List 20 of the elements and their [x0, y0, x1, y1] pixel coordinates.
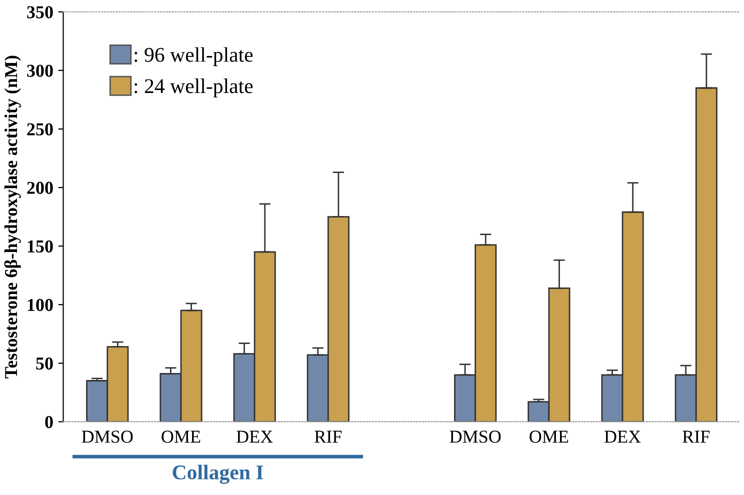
x-tick-label: DEX	[604, 430, 641, 443]
y-axis-title: Testosterone 6β-hydroxylase activity (nM)	[4, 56, 21, 378]
y-tick-label: 200	[27, 182, 53, 194]
legend-label: : 24 well-plate	[134, 78, 253, 98]
text: Collagen I	[172, 464, 264, 484]
y-tick-label: 300	[27, 64, 53, 77]
x-tick-label: OME	[162, 430, 200, 443]
x-tick-label: RIF	[682, 430, 710, 443]
x-tick-label: OME	[530, 430, 568, 443]
x-tick-label: DMSO	[450, 430, 501, 443]
y-tick-label: 250	[27, 123, 53, 136]
legend-label: : 96 well-plate	[134, 47, 253, 66]
y-tick-label: 0	[45, 416, 53, 428]
x-tick-label: DMSO	[82, 430, 133, 443]
x-tick-label: RIF	[314, 430, 342, 443]
y-tick-label: 100	[28, 298, 53, 312]
y-tick-label: 150	[28, 240, 53, 253]
y-tick-label: 50	[36, 357, 53, 370]
x-tick-label: DEX	[236, 430, 273, 443]
y-tick-label: 350	[27, 6, 53, 18]
